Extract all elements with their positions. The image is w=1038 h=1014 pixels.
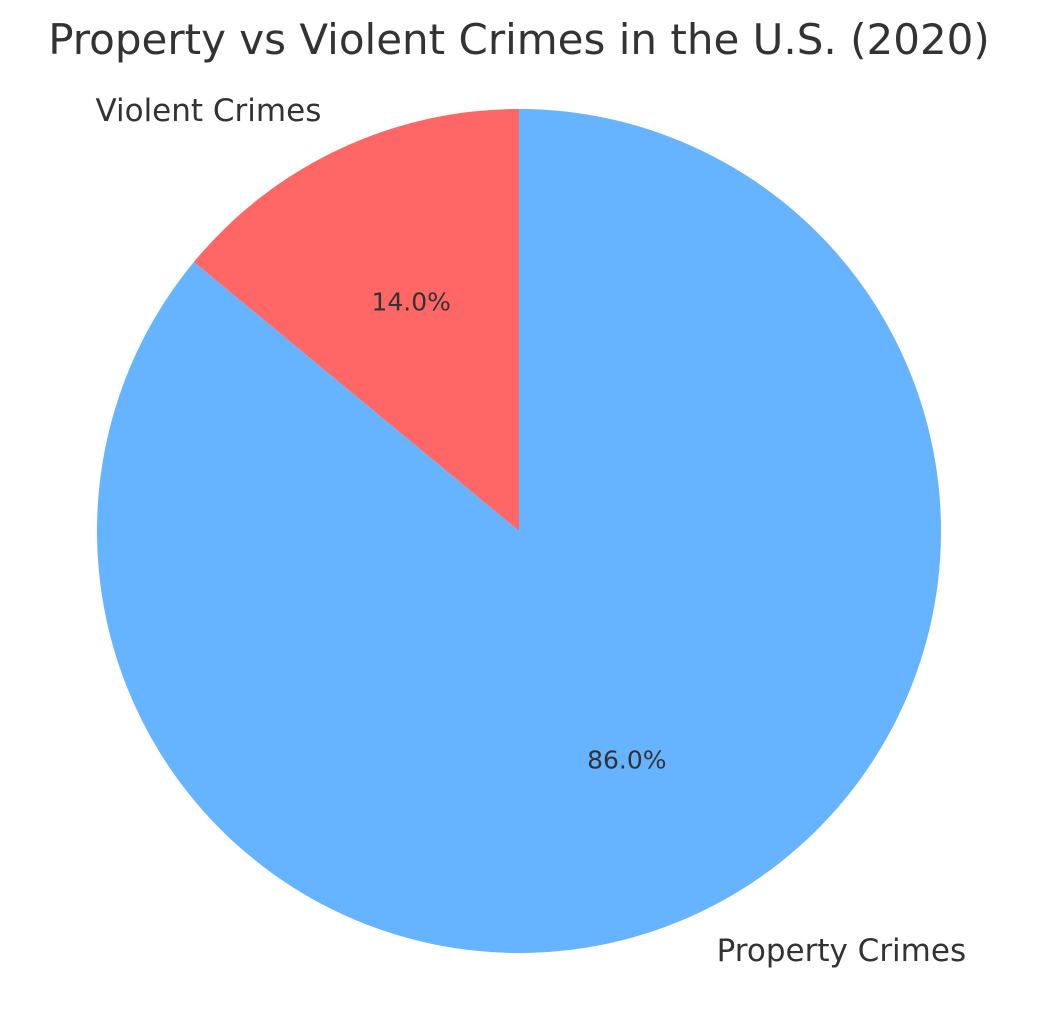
- pie-category-label: Violent Crimes: [95, 93, 321, 129]
- pie-pct-label: 14.0%: [371, 287, 450, 316]
- chart-title: Property vs Violent Crimes in the U.S. (…: [48, 15, 990, 64]
- pie-slice-property-crimes: [97, 109, 942, 953]
- pie-pct-label: 86.0%: [587, 746, 666, 775]
- pie-category-label: Property Crimes: [717, 933, 966, 969]
- pie-slices: [97, 109, 942, 953]
- pie-slice-violent-crimes: [193, 109, 519, 531]
- pie-labels: 14.0% Violent Crimes 86.0% Property Crimes: [95, 93, 966, 969]
